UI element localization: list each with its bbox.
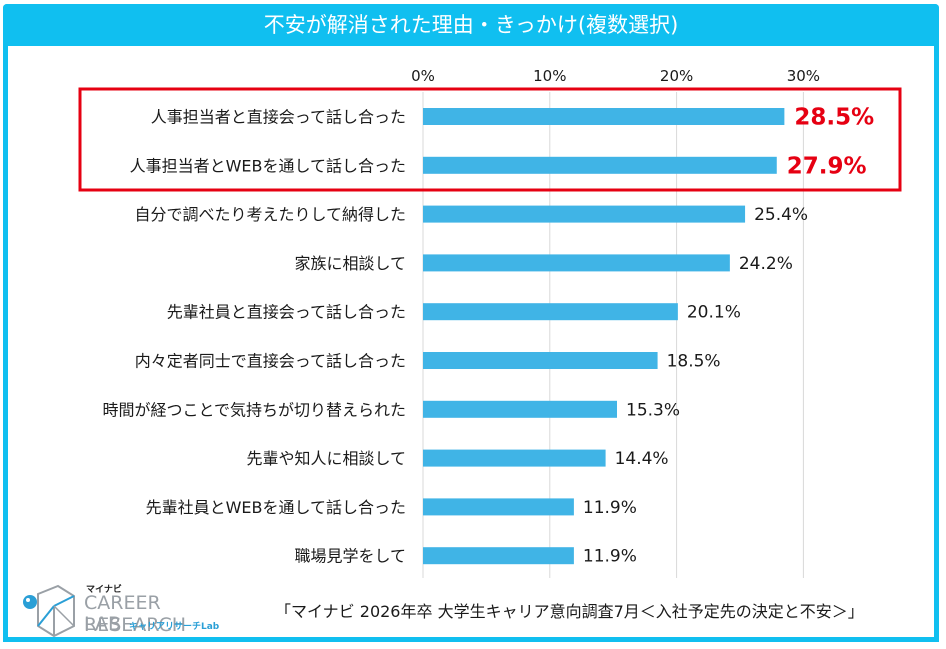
source-note: 「マイナビ 2026年卒 大学生キャリア意向調査7月＜入社予定先の決定と不安＞」 [275,602,864,621]
bar [423,449,606,467]
x-tick-label: 0% [411,67,435,85]
bars [423,108,785,565]
highlight-box [78,87,902,192]
value-label: 25.4% [754,205,808,225]
bar [423,205,746,223]
logo-subtitle: キャリアリサーチLab [129,622,220,632]
logo-line2: LAB [84,613,122,635]
chart-title: 不安が解消された理由・きっかけ(複数選択) [3,4,939,46]
career-research-lab-logo: マイナビ CAREER RESEARCH LAB キャリアリサーチLab [18,582,258,638]
bar [423,400,618,418]
chart-frame [3,4,939,642]
category-label: 時間が経つことで気持ちが切り替えられた [102,400,406,419]
value-label: 11.9% [583,498,637,518]
bar [423,352,658,369]
value-labels: 28.5% 27.9% 25.4% 24.2% 20.1% 18.5% 15.3% 14.4%… [583,105,874,567]
category-label: 自分で調べたり考えたりして納得した [134,205,406,224]
category-labels: 人事担当者と直接会って話し合った人事担当者とWEBを通して話し合った自分で調べた… [102,108,406,566]
bar [423,547,574,565]
category-label: 職場見学をして [294,547,406,566]
x-tick-label: 30% [787,67,820,85]
value-label: 27.9% [787,153,867,179]
category-label: 先輩社員とWEBを通して話し合った [146,498,406,517]
value-label: 28.5% [794,105,874,131]
x-tick-label: 10% [533,67,566,85]
bar [423,108,785,125]
cube-logo-icon [23,584,75,638]
x-axis-ticks: 0% 10% 20% 30% [411,67,820,85]
bar [423,156,777,174]
value-label: 24.2% [739,254,793,274]
logo-line1: CAREER RESEARCH [84,592,187,636]
value-label: 14.4% [615,449,669,469]
value-label: 15.3% [626,400,680,420]
category-label: 人事担当者とWEBを通して話し合った [130,156,406,175]
category-label: 内々定者同士で直接会って話し合った [135,352,406,371]
bar [423,254,730,272]
category-label: 先輩社員と直接会って話し合った [167,303,406,322]
category-label: 人事担当者と直接会って話し合った [151,108,406,127]
value-label: 11.9% [583,547,637,567]
x-tick-label: 20% [660,67,693,85]
bar [423,498,574,516]
value-label: 18.5% [667,352,721,372]
logo-brand-small: マイナビ [86,585,122,595]
category-label: 家族に相談して [294,254,406,273]
bar [423,303,678,321]
category-label: 先輩や知人に相談して [246,449,406,468]
value-label: 20.1% [687,303,741,323]
